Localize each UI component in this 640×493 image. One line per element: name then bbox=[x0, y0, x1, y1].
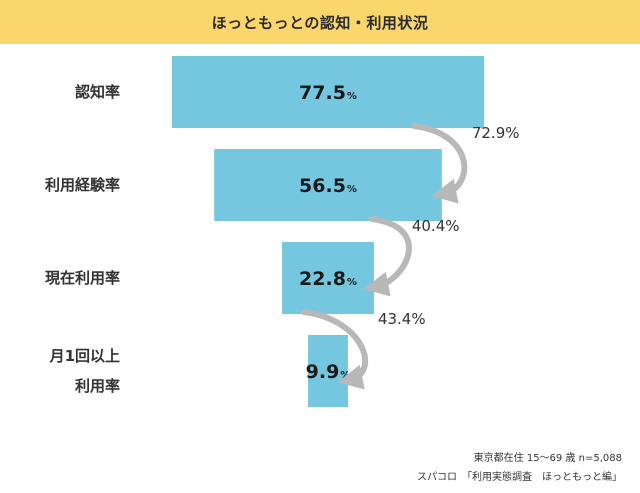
conversion-rate-label-3: 43.4% bbox=[378, 310, 426, 328]
title-banner: ほっともっとの認知・利用状況 bbox=[0, 0, 640, 44]
bar-value-label-2: 56.5% bbox=[299, 175, 357, 197]
bar-value-label-3: 22.8% bbox=[299, 268, 357, 290]
stage-label-2: 利用経験率 bbox=[45, 176, 120, 194]
conversion-arrow-2 bbox=[363, 216, 412, 297]
survey-note: 東京都在住 15〜69 歳 n=5,088 bbox=[473, 453, 622, 464]
funnel-chart: 77.5%認知率56.5%利用経験率22.8%現在利用率9.9%月1回以上利用率… bbox=[45, 56, 520, 407]
funnel-bar-3 bbox=[282, 242, 374, 314]
conversion-arrow-1 bbox=[411, 123, 468, 204]
chart-title: ほっともっとの認知・利用状況 bbox=[211, 13, 429, 32]
funnel-bar-1 bbox=[171, 56, 485, 128]
funnel-bar-2 bbox=[214, 149, 442, 221]
stage-label-4-line-1: 月1回以上 bbox=[49, 347, 120, 365]
bar-value-label-1: 77.5% bbox=[299, 82, 357, 104]
source-note: スパコロ 「利用実態調査 ほっともっと編」 bbox=[417, 472, 622, 483]
stage-label-4-line-2: 利用率 bbox=[75, 377, 120, 395]
conversion-rate-label-1: 72.9% bbox=[472, 124, 520, 142]
conversion-rate-label-2: 40.4% bbox=[412, 217, 460, 235]
conversion-arrow-3 bbox=[300, 309, 369, 390]
stage-label-1: 認知率 bbox=[75, 83, 120, 101]
stage-label-3: 現在利用率 bbox=[45, 269, 120, 287]
